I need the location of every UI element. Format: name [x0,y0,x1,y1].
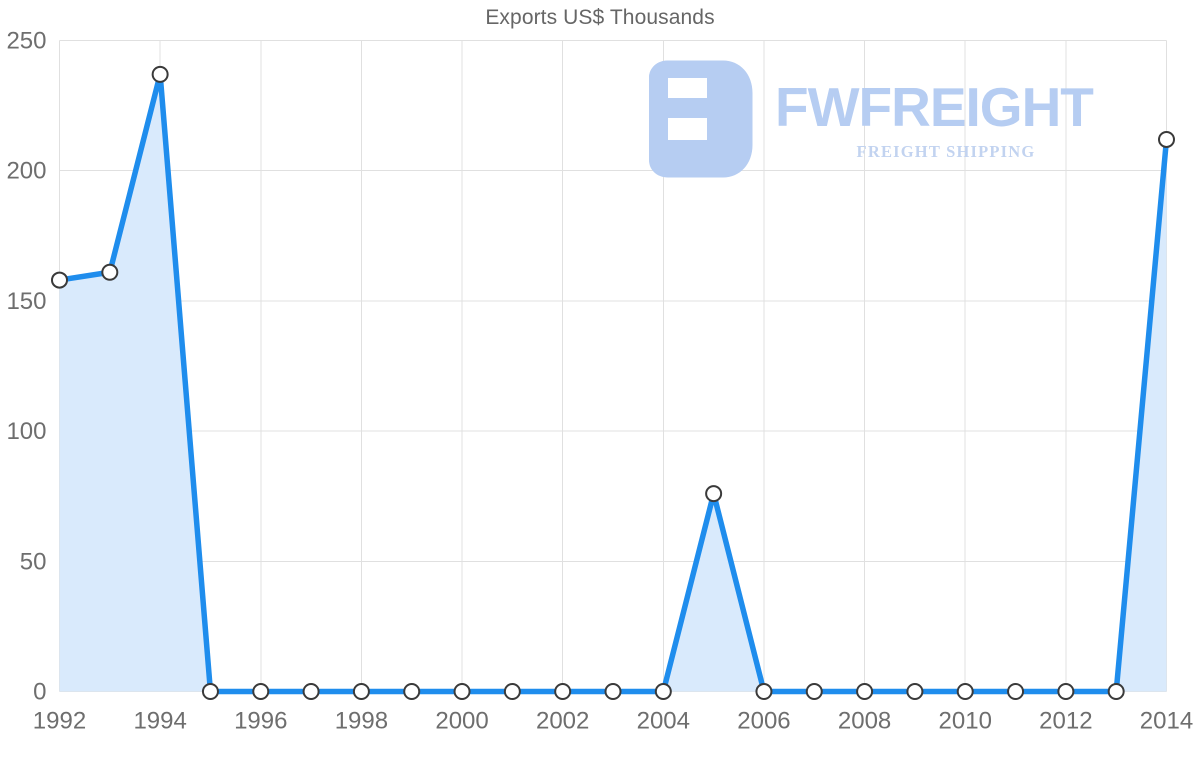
data-point-marker[interactable] [403,683,421,700]
data-point-marker[interactable] [856,683,874,700]
series-area-fill [59,74,1167,692]
x-axis-tick-label: 2002 [536,708,589,735]
data-point-marker[interactable] [352,683,370,700]
data-point-marker[interactable] [906,683,924,700]
x-axis-tick-label: 1994 [133,708,186,735]
data-point-marker[interactable] [554,683,572,700]
data-point-marker[interactable] [1007,683,1025,700]
data-point-marker[interactable] [201,683,219,700]
data-point-marker[interactable] [1057,683,1075,700]
y-axis-tick-labels: 0 50 100 150 200 250 [6,28,46,706]
x-axis-tick-label: 2014 [1140,708,1193,735]
data-point-marker[interactable] [151,65,169,83]
y-axis-tick-label: 200 [6,158,46,185]
data-point-marker[interactable] [302,683,320,700]
data-point-marker[interactable] [805,683,823,700]
data-point-marker[interactable] [453,683,471,700]
y-axis-tick-label: 0 [33,679,46,706]
data-point-marker[interactable] [51,271,68,289]
x-axis-tick-label: 2000 [435,708,488,735]
y-axis-tick-label: 150 [6,288,46,315]
x-axis-tick-labels: 1992 1994 1996 1998 2000 2002 2004 2006 2008 2010… [33,708,1193,735]
data-point-marker[interactable] [503,683,521,700]
data-point-marker[interactable] [705,485,723,503]
x-axis-tick-label: 2010 [939,708,992,735]
data-point-marker[interactable] [1158,130,1175,148]
data-point-marker[interactable] [654,683,672,700]
data-point-marker[interactable] [252,683,270,700]
x-axis-tick-label: 1996 [234,708,287,735]
x-axis-tick-label: 2008 [838,708,891,735]
y-axis-tick-label: 250 [6,28,46,55]
y-gridlines [59,40,1167,692]
series-markers[interactable] [51,65,1175,700]
data-point-marker[interactable] [1107,683,1125,700]
x-axis-tick-label: 1992 [33,708,86,735]
chart-title: Exports US$ Thousands [485,6,715,29]
data-point-marker[interactable] [101,263,119,281]
y-axis-tick-label: 100 [6,418,46,445]
x-axis-tick-label: 2012 [1039,708,1092,735]
series-line [56,71,1170,695]
x-axis-tick-label: 2006 [737,708,790,735]
data-point-marker[interactable] [755,683,773,700]
x-axis-tick-label: 1998 [335,708,388,735]
y-axis-tick-label: 50 [20,548,47,575]
x-gridlines [59,40,1167,692]
data-point-marker[interactable] [604,683,622,700]
data-point-marker[interactable] [956,683,974,700]
x-axis-tick-label: 2004 [637,708,690,735]
